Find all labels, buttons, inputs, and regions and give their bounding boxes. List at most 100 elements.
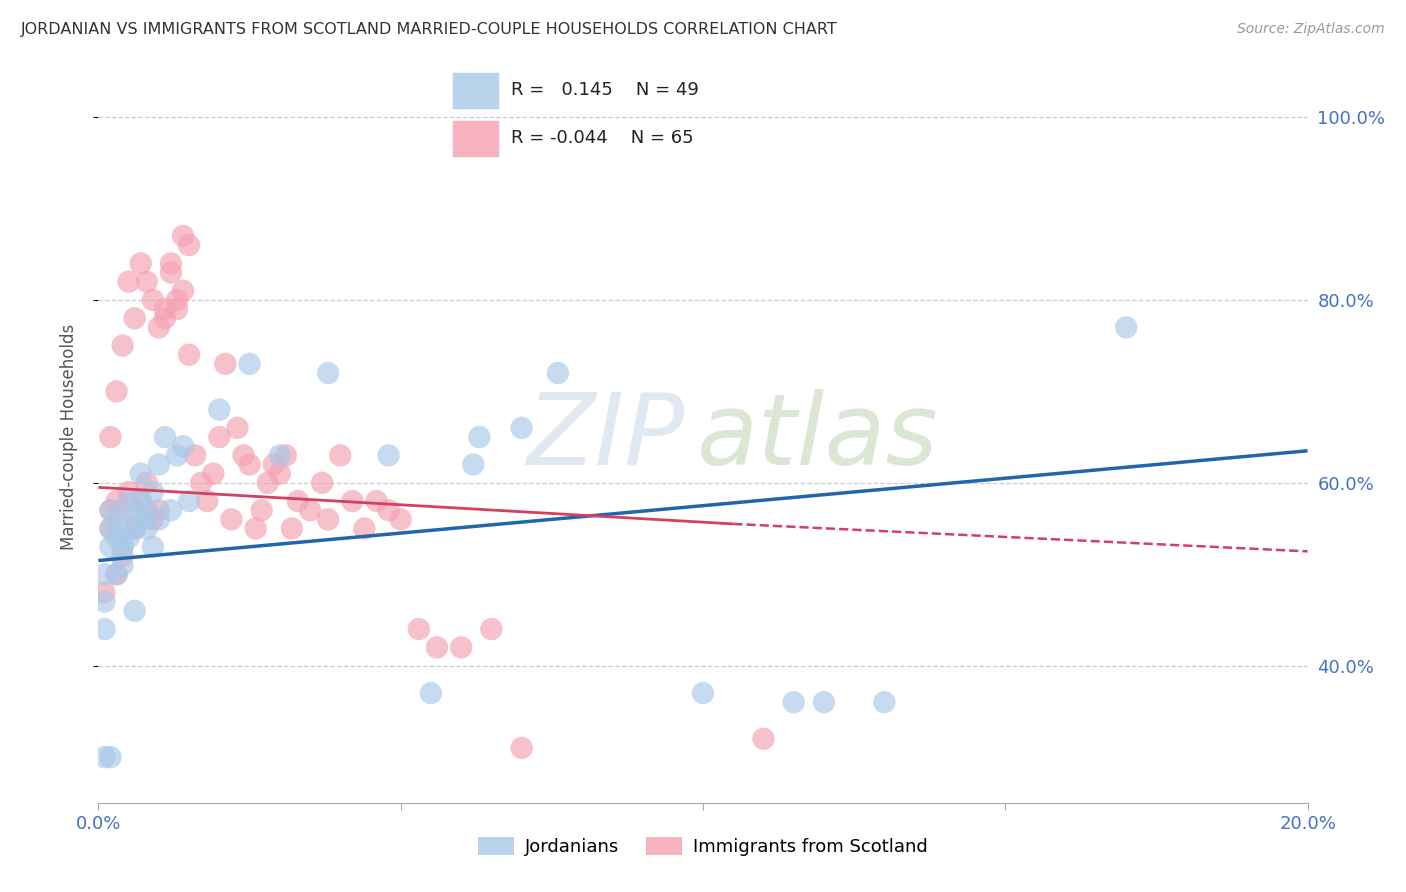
- Point: [166, 293, 188, 307]
- Point: [93, 567, 115, 582]
- Point: [153, 301, 176, 317]
- Point: [148, 503, 170, 517]
- Point: [142, 485, 165, 500]
- Point: [420, 686, 443, 700]
- Point: [105, 531, 128, 545]
- Point: [783, 695, 806, 709]
- Point: [153, 430, 176, 444]
- Point: [510, 421, 533, 435]
- Point: [389, 512, 412, 526]
- Point: [172, 228, 194, 243]
- Text: R = -0.044    N = 65: R = -0.044 N = 65: [510, 129, 693, 147]
- Point: [135, 475, 157, 490]
- Point: [190, 475, 212, 490]
- Point: [129, 256, 152, 270]
- Point: [263, 458, 285, 472]
- Point: [752, 731, 775, 746]
- Point: [281, 521, 304, 535]
- Point: [269, 467, 291, 481]
- Point: [232, 449, 254, 463]
- Point: [214, 357, 236, 371]
- Point: [105, 567, 128, 582]
- Point: [311, 475, 333, 490]
- Point: [316, 366, 339, 380]
- Point: [274, 449, 297, 463]
- Point: [184, 449, 207, 463]
- Point: [93, 750, 115, 764]
- Point: [124, 604, 146, 618]
- Point: [100, 503, 122, 517]
- Point: [377, 449, 399, 463]
- Point: [366, 494, 388, 508]
- Point: [105, 512, 128, 526]
- Point: [111, 339, 134, 353]
- Point: [105, 494, 128, 508]
- Point: [481, 622, 503, 636]
- Point: [135, 521, 157, 535]
- Point: [142, 512, 165, 526]
- Point: [342, 494, 364, 508]
- Point: [111, 540, 134, 554]
- Point: [353, 521, 375, 535]
- Point: [111, 503, 134, 517]
- Point: [118, 531, 141, 545]
- Point: [166, 301, 188, 317]
- Point: [468, 430, 491, 444]
- Text: Source: ZipAtlas.com: Source: ZipAtlas.com: [1237, 22, 1385, 37]
- Point: [124, 503, 146, 517]
- Point: [450, 640, 472, 655]
- Point: [179, 348, 201, 362]
- Point: [148, 458, 170, 472]
- Point: [100, 750, 122, 764]
- Point: [179, 494, 201, 508]
- Point: [100, 521, 122, 535]
- Point: [124, 311, 146, 326]
- Point: [148, 320, 170, 334]
- Point: [256, 475, 278, 490]
- Point: [111, 558, 134, 573]
- Point: [124, 521, 146, 535]
- Point: [245, 521, 267, 535]
- Point: [208, 402, 231, 417]
- Point: [408, 622, 430, 636]
- Point: [129, 494, 152, 508]
- Point: [287, 494, 309, 508]
- Point: [118, 485, 141, 500]
- Point: [100, 540, 122, 554]
- Point: [250, 503, 273, 517]
- Legend: Jordanians, Immigrants from Scotland: Jordanians, Immigrants from Scotland: [471, 830, 935, 863]
- FancyBboxPatch shape: [453, 120, 499, 157]
- Text: R =   0.145    N = 49: R = 0.145 N = 49: [510, 81, 699, 99]
- Point: [118, 521, 141, 535]
- Point: [118, 275, 141, 289]
- Point: [135, 275, 157, 289]
- Point: [208, 430, 231, 444]
- Point: [239, 458, 262, 472]
- Point: [377, 503, 399, 517]
- Point: [547, 366, 569, 380]
- Text: ZIP: ZIP: [527, 389, 685, 485]
- Point: [142, 540, 165, 554]
- Point: [269, 449, 291, 463]
- Point: [105, 567, 128, 582]
- Point: [129, 467, 152, 481]
- Point: [172, 284, 194, 298]
- Point: [148, 512, 170, 526]
- Text: JORDANIAN VS IMMIGRANTS FROM SCOTLAND MARRIED-COUPLE HOUSEHOLDS CORRELATION CHAR: JORDANIAN VS IMMIGRANTS FROM SCOTLAND MA…: [21, 22, 838, 37]
- Point: [100, 521, 122, 535]
- Point: [135, 503, 157, 517]
- Point: [195, 494, 218, 508]
- Point: [172, 439, 194, 453]
- Point: [1115, 320, 1137, 334]
- Point: [813, 695, 835, 709]
- Point: [160, 503, 183, 517]
- Point: [166, 449, 188, 463]
- Point: [226, 421, 249, 435]
- Point: [160, 256, 183, 270]
- Point: [692, 686, 714, 700]
- Point: [100, 503, 122, 517]
- Point: [105, 384, 128, 399]
- Text: atlas: atlas: [697, 389, 939, 485]
- Point: [111, 549, 134, 563]
- Point: [142, 293, 165, 307]
